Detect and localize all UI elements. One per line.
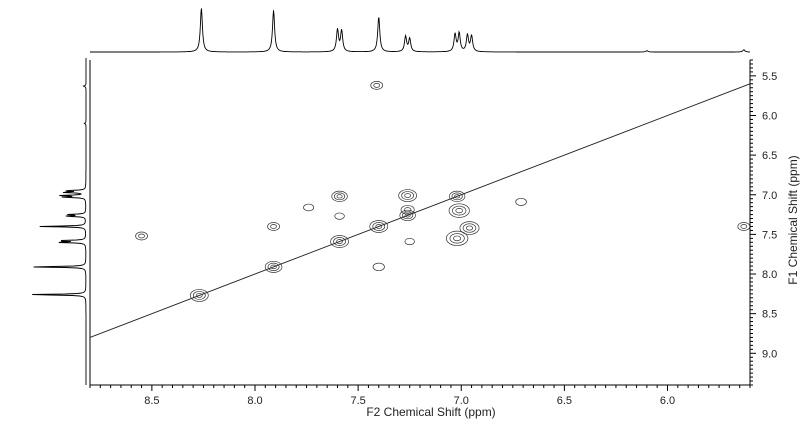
contour-ring	[462, 223, 477, 233]
contour-ring	[740, 224, 748, 229]
contour-ring	[448, 203, 470, 218]
plot-area	[89, 60, 751, 386]
x-tick-label: 7.5	[350, 395, 365, 407]
contour-ring	[267, 262, 280, 271]
contour-ring	[404, 213, 411, 218]
contour-ring	[373, 83, 381, 88]
cross-peak	[334, 212, 345, 220]
cross-peak	[135, 231, 148, 241]
contour-ring	[189, 289, 209, 302]
f1-projection-trace	[32, 58, 87, 385]
f1-trace-line	[32, 58, 87, 385]
cross-peak	[737, 222, 751, 231]
contour-ring	[303, 203, 315, 212]
contour-ring	[334, 192, 346, 201]
y-tick-label: 6.5	[762, 150, 777, 162]
cross-peak	[370, 81, 384, 90]
x-tick-label: 8.0	[247, 395, 262, 407]
cross-peaks	[135, 81, 751, 302]
f2-projection-trace	[90, 8, 750, 53]
contour-ring	[455, 207, 463, 214]
cross-peak	[330, 235, 349, 248]
cross-peak	[267, 222, 280, 231]
cross-peak	[404, 237, 415, 246]
contour-ring	[375, 224, 383, 229]
y-tick-label: 8.0	[762, 269, 777, 281]
y-tick-label: 8.5	[762, 309, 777, 321]
cross-peak	[448, 190, 466, 202]
contour-ring	[267, 222, 280, 231]
contour-ring	[372, 262, 385, 272]
contour-ring	[336, 239, 343, 244]
x-axis-title: F2 Chemical Shift (ppm)	[366, 405, 495, 419]
contour-ring	[264, 260, 283, 273]
y-tick-label: 5.5	[762, 71, 777, 83]
x-axis: 8.5 8.0 7.5 7.0 6.5 6.0	[89, 385, 751, 407]
contour-ring	[369, 220, 389, 233]
contour-ring	[135, 231, 148, 241]
contour-ring	[404, 237, 415, 246]
x-tick-label: 6.0	[660, 395, 675, 407]
y-tick-label: 7.0	[762, 190, 777, 202]
y-axis-title: F1 Chemical Shift (ppm)	[786, 155, 800, 284]
cross-peak	[445, 230, 469, 246]
contour-ring	[270, 224, 277, 229]
f2-trace-line	[90, 8, 750, 53]
contour-ring	[459, 221, 480, 235]
contour-ring	[195, 293, 203, 298]
contour-ring	[333, 237, 346, 246]
cross-peak	[400, 205, 415, 215]
contour-ring	[515, 197, 527, 206]
y-tick-label: 6.0	[762, 110, 777, 122]
contour-ring	[454, 194, 461, 199]
contour-ring	[336, 194, 343, 199]
contour-ring	[192, 291, 206, 300]
contour-ring	[399, 209, 416, 221]
cross-peak	[189, 289, 209, 302]
contour-ring	[465, 225, 474, 231]
contour-ring	[138, 233, 145, 239]
cross-peak	[448, 203, 470, 218]
contour-ring	[448, 190, 466, 202]
diagonal-line-path	[89, 83, 751, 338]
contour-ring	[403, 207, 412, 213]
contour-ring	[401, 191, 414, 200]
contour-ring	[372, 222, 386, 231]
cross-peak	[264, 260, 283, 273]
y-axis: 5.5 6.0 6.5 7.0 7.5 8.0 8.5 9.0	[750, 59, 777, 386]
cross-peak	[398, 189, 417, 202]
contour-ring	[370, 81, 384, 90]
cross-peak	[369, 220, 389, 233]
contour-ring	[331, 190, 348, 202]
cross-peak	[303, 203, 315, 212]
x-tick-label: 7.0	[454, 395, 469, 407]
cross-peak	[459, 221, 480, 235]
x-tick-label: 8.5	[144, 395, 159, 407]
contour-ring	[445, 230, 469, 246]
contour-ring	[453, 235, 462, 242]
contour-ring	[452, 205, 467, 216]
contour-ring	[451, 192, 463, 201]
contour-ring	[404, 193, 411, 198]
contour-ring	[449, 233, 465, 244]
contour-ring	[398, 189, 417, 202]
contour-ring	[400, 205, 415, 215]
y-tick-label: 9.0	[762, 348, 777, 360]
contour-ring	[330, 235, 349, 248]
diagonal-line	[89, 83, 751, 338]
y-tick-label: 7.5	[762, 229, 777, 241]
cross-peak	[331, 190, 348, 202]
contour-ring	[334, 212, 345, 220]
contour-ring	[270, 264, 277, 270]
x-tick-label: 6.5	[557, 395, 572, 407]
cross-peak	[372, 262, 385, 272]
cross-peak	[515, 197, 527, 206]
contour-ring	[737, 222, 751, 231]
